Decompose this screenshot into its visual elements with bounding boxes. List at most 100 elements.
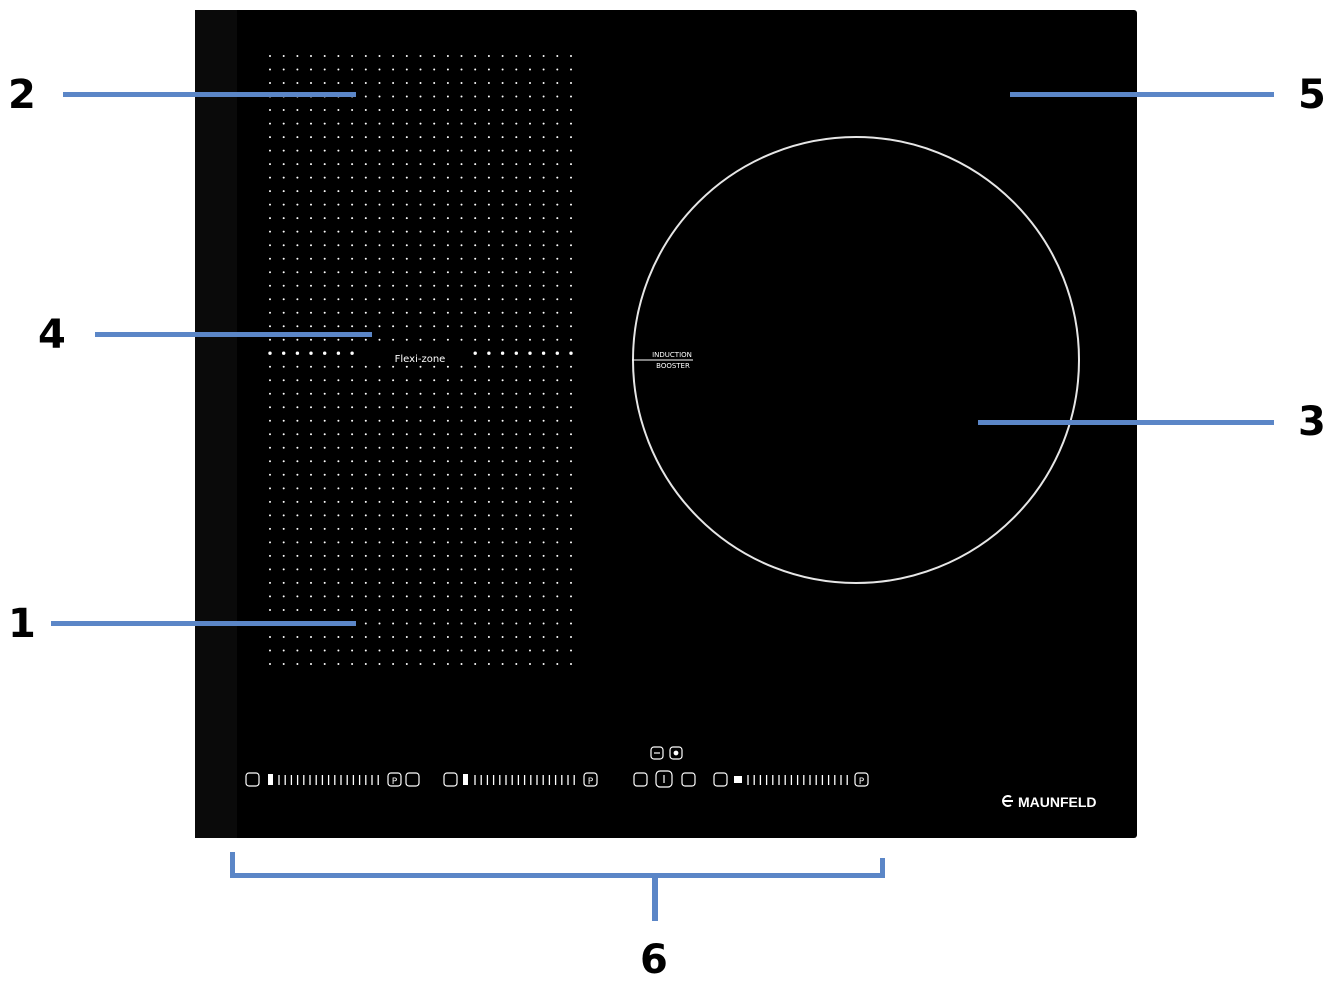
power-slider[interactable]	[278, 775, 379, 785]
flexi-zone-dot	[474, 554, 477, 557]
pause-icon[interactable]	[387, 772, 402, 787]
flexi-zone-dot	[474, 514, 477, 517]
flexi-zone-dot	[392, 392, 395, 395]
flexi-zone-dot	[446, 190, 449, 193]
flexi-zone-dot	[446, 95, 449, 98]
flexi-zone-dot	[446, 663, 449, 665]
flexi-zone-dot	[460, 622, 463, 625]
flexi-zone-dot	[419, 149, 422, 152]
flexi-zone-dot	[310, 663, 312, 665]
timer-icon	[463, 774, 468, 785]
flexi-zone-dot	[392, 554, 395, 557]
flexi-zone-dot	[556, 338, 559, 341]
flexi-zone-dot	[556, 217, 559, 220]
flexi-zone-dot	[337, 203, 340, 206]
flexi-zone-dot	[529, 149, 531, 152]
power-slider[interactable]	[747, 775, 848, 785]
minus-icon[interactable]	[650, 746, 664, 760]
flexi-zone-dot	[542, 500, 545, 503]
flexi-zone-dot	[446, 82, 449, 84]
flexi-zone-dot	[323, 406, 326, 409]
timer-icon	[268, 774, 273, 785]
flexi-zone-dot	[378, 257, 381, 260]
flexi-zone-dot	[378, 500, 381, 503]
flexi-zone-dot	[282, 311, 285, 314]
flexi-zone-dot	[570, 392, 572, 395]
flexi-zone-dot	[501, 136, 504, 139]
flexi-zone-dot	[296, 257, 299, 260]
flexi-zone-dot	[419, 68, 422, 71]
flexi-zone-dot	[405, 136, 408, 139]
power-icon[interactable]	[655, 770, 673, 788]
flexi-zone-dot	[433, 595, 436, 598]
flexi-zone-dot	[364, 649, 367, 652]
flexi-zone-dot	[392, 163, 395, 166]
zone-icon[interactable]	[443, 772, 458, 787]
flexi-zone-dot	[487, 163, 490, 166]
flexi-zone-dot	[501, 203, 504, 206]
flexi-zone-dot	[529, 541, 531, 544]
plus-icon[interactable]	[669, 746, 683, 760]
flexi-zone-dot	[378, 244, 381, 247]
flexi-zone-dot	[364, 500, 367, 503]
flexi-zone-dot	[487, 149, 490, 152]
flexi-zone-dot	[474, 109, 477, 111]
flexi-zone-dot	[378, 217, 381, 220]
flexi-zone-dot	[378, 433, 381, 436]
flexi-zone-dot	[364, 190, 367, 193]
flexi-zone-dot	[501, 392, 504, 395]
flexi-zone-dot	[515, 257, 518, 260]
flexi-zone-dot	[296, 284, 299, 287]
flexi-zone-dot	[529, 595, 531, 598]
flexi-zone-dot	[570, 68, 572, 71]
flexi-zone-dot	[529, 527, 531, 530]
flexi-zone-dot	[282, 122, 285, 125]
flexi-zone-dot	[351, 203, 354, 206]
flexi-zone-dot	[487, 622, 490, 625]
flexi-zone-dot	[405, 460, 408, 463]
lock-icon[interactable]	[633, 772, 648, 787]
zone-icon[interactable]	[713, 772, 728, 787]
flexi-zone-dot	[269, 636, 271, 638]
cooktop	[195, 10, 1137, 838]
flexi-zone-dot	[446, 568, 449, 571]
flexi-zone-dot	[282, 68, 285, 71]
flexi-zone-dot	[364, 203, 367, 206]
flexi-zone-dot	[282, 473, 285, 476]
flexi-zone-dot	[378, 163, 381, 166]
flexi-zone-dot	[364, 419, 367, 422]
flexi-zone-dot	[542, 649, 545, 652]
flexi-zone-dot	[556, 554, 559, 557]
flexi-zone-dot	[487, 419, 490, 422]
flexi-zone-dot	[460, 460, 463, 463]
flexi-zone-dot	[405, 122, 408, 125]
pause-icon[interactable]	[583, 772, 598, 787]
flexi-zone-dot	[337, 541, 340, 544]
flexi-zone-dot	[460, 325, 463, 328]
boost-icon[interactable]	[405, 772, 420, 787]
timer-icon[interactable]	[681, 772, 696, 787]
flexi-zone-dot	[364, 136, 367, 139]
flexi-zone-dot	[364, 55, 367, 57]
flexi-zone-dot	[269, 163, 271, 166]
flexi-zone-dot	[405, 446, 408, 449]
flexi-zone-dot	[501, 176, 504, 179]
flexi-zone-dot	[337, 500, 340, 503]
flexi-zone-dot	[392, 82, 395, 84]
flexi-zone-dot	[323, 541, 326, 544]
flexi-zone-dot	[501, 244, 504, 247]
flexi-zone-dot	[556, 527, 559, 530]
pause-icon[interactable]	[854, 772, 869, 787]
plus-glyph	[673, 750, 679, 756]
flexi-zone-dot	[487, 298, 490, 301]
flexi-zone-dot	[542, 527, 545, 530]
flexi-zone-dot	[378, 149, 381, 152]
flexi-zone-dot	[487, 433, 490, 436]
flexi-zone-dot	[296, 68, 299, 71]
power-slider[interactable]	[474, 775, 575, 785]
flexi-zone-dot	[542, 392, 545, 395]
flexi-zone-dot	[570, 217, 572, 220]
flexi-zone-dot	[433, 487, 436, 490]
flexi-zone-dot	[310, 527, 312, 530]
zone-icon[interactable]	[245, 772, 260, 787]
